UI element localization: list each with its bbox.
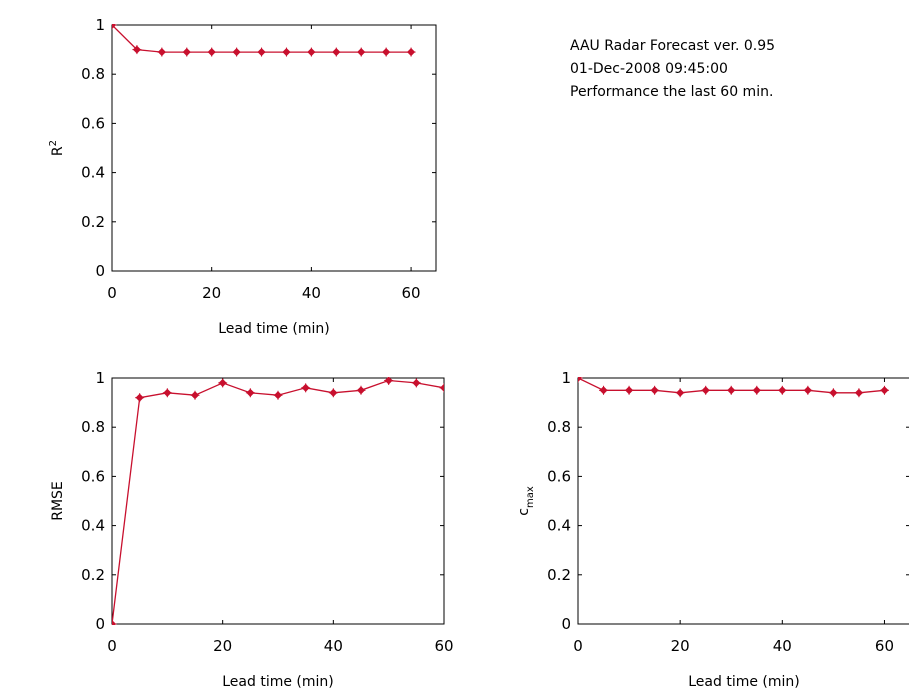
y-tick-label: 0.4	[81, 517, 105, 535]
y-tick-label: 1	[95, 369, 105, 387]
data-point	[135, 393, 145, 403]
series-line-rmse	[112, 379, 444, 625]
data-point	[439, 383, 444, 393]
y-tick-label: 0.4	[81, 164, 105, 182]
data-point	[112, 619, 117, 625]
x-tick-label: 0	[573, 637, 583, 655]
x-tick-label: 60	[434, 637, 453, 655]
x-tick-label: 60	[402, 284, 421, 302]
data-point	[306, 47, 316, 57]
y-tick-label: 0.2	[547, 566, 571, 584]
y-tick-label: 1	[95, 16, 105, 34]
x-tick-label: 20	[671, 637, 690, 655]
data-point	[406, 47, 416, 57]
data-point	[190, 390, 200, 400]
data-point	[207, 47, 217, 57]
data-point	[777, 385, 787, 395]
y-tick-label: 0.6	[81, 467, 105, 485]
data-point	[356, 47, 366, 57]
data-point	[411, 378, 421, 388]
chart-r2: 0 0.2 0.4 0.6 0.8 1 0 20 40 60 Lead time (min) R2	[48, 16, 437, 337]
y-tick-label: 0.8	[547, 418, 571, 436]
data-point	[162, 388, 172, 398]
y-axis-label: R2	[48, 140, 66, 156]
y-tick-label: 0	[561, 615, 571, 633]
data-point	[218, 378, 228, 388]
y-tick-label: 0	[95, 615, 105, 633]
forecast-version-text: AAU Radar Forecast ver. 0.95	[570, 38, 776, 54]
data-point	[726, 385, 736, 395]
x-tick-label: 0	[107, 284, 117, 302]
x-tick-label: 60	[875, 637, 894, 655]
chart-cmax: 0 0.2 0.4 0.6 0.8 1 0 20 40 60 Lead time (min) cmax	[516, 369, 909, 690]
axes-box-cmax	[577, 377, 909, 625]
y-tick-label: 0.6	[81, 114, 105, 132]
data-point	[356, 385, 366, 395]
data-point	[675, 388, 685, 398]
data-point	[854, 388, 864, 398]
x-tick-label: 0	[107, 637, 117, 655]
x-axis-label: Lead time (min)	[222, 674, 334, 690]
axes-box-rmse	[111, 377, 445, 625]
x-tick-label: 40	[324, 637, 343, 655]
x-tick-label: 20	[213, 637, 232, 655]
x-tick-label: 40	[302, 284, 321, 302]
data-point	[232, 47, 242, 57]
data-point	[384, 377, 394, 385]
y-tick-label: 0.8	[81, 65, 105, 83]
y-tick-label: 0.2	[81, 566, 105, 584]
data-point	[381, 47, 391, 57]
data-point	[828, 388, 838, 398]
forecast-info: AAU Radar Forecast ver. 0.95 01-Dec-2008…	[570, 35, 775, 104]
data-point	[281, 47, 291, 57]
y-tick-label: 0.6	[547, 467, 571, 485]
y-axis-label: cmax	[516, 486, 536, 516]
data-point	[112, 24, 117, 30]
forecast-timestamp-text: 01-Dec-2008 09:45:00	[570, 61, 728, 77]
y-tick-label: 0.8	[81, 418, 105, 436]
data-point	[599, 385, 609, 395]
data-point	[752, 385, 762, 395]
data-point	[182, 47, 192, 57]
x-axis-label: Lead time (min)	[218, 321, 330, 337]
data-point	[132, 45, 142, 55]
data-point	[578, 377, 583, 383]
data-point	[624, 385, 634, 395]
forecast-performance-text: Performance the last 60 min.	[570, 84, 774, 100]
data-point	[257, 47, 267, 57]
data-point	[273, 390, 283, 400]
y-tick-label: 0.2	[81, 213, 105, 231]
data-point	[301, 383, 311, 393]
data-point	[701, 385, 711, 395]
x-axis-label: Lead time (min)	[688, 674, 800, 690]
data-point	[328, 388, 338, 398]
data-point	[331, 47, 341, 57]
x-tick-label: 40	[773, 637, 792, 655]
data-point	[245, 388, 255, 398]
y-tick-label: 0.4	[547, 517, 571, 535]
y-axis-label: RMSE	[50, 481, 66, 521]
data-point	[803, 385, 813, 395]
x-tick-label: 20	[202, 284, 221, 302]
chart-rmse: 0 0.2 0.4 0.6 0.8 1 0 20 40 60 Lead time (min) RMSE	[50, 369, 454, 690]
data-point	[157, 47, 167, 57]
data-point	[650, 385, 660, 395]
data-point	[879, 385, 889, 395]
axes-box-r2	[111, 24, 437, 272]
y-tick-label: 0	[95, 262, 105, 280]
y-tick-label: 1	[561, 369, 571, 387]
